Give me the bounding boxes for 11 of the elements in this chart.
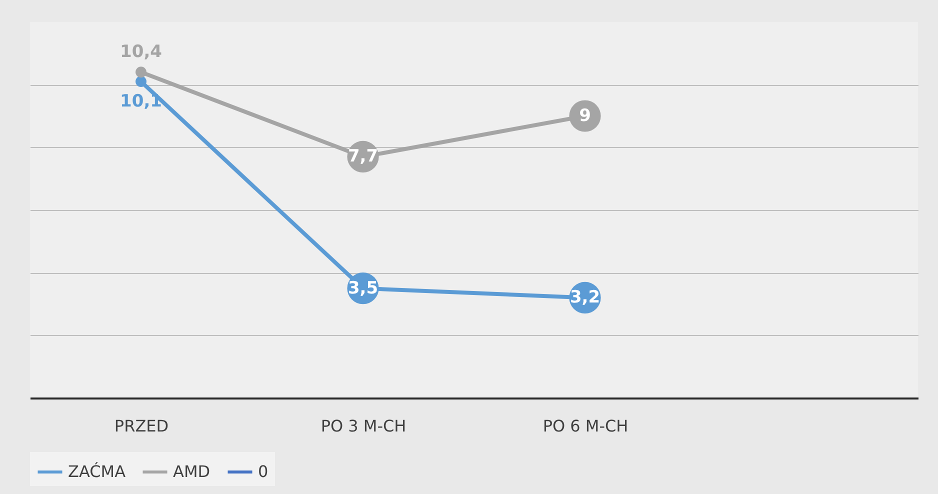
data-label: 7,7 bbox=[348, 146, 378, 167]
data-label: 3,2 bbox=[570, 288, 600, 308]
x-tick-label: PO 3 M-CH bbox=[320, 416, 406, 436]
legend-label: AMD bbox=[173, 462, 210, 481]
x-tick-label: PRZED bbox=[114, 416, 169, 436]
legend-label: ZAĆMA bbox=[68, 462, 126, 481]
data-label: 10,4 bbox=[120, 42, 162, 62]
x-tick-label: PO 6 M-CH bbox=[542, 416, 628, 436]
legend-label: 0 bbox=[258, 462, 268, 481]
data-label: 9 bbox=[579, 106, 591, 126]
data-label: 3,5 bbox=[348, 278, 378, 298]
